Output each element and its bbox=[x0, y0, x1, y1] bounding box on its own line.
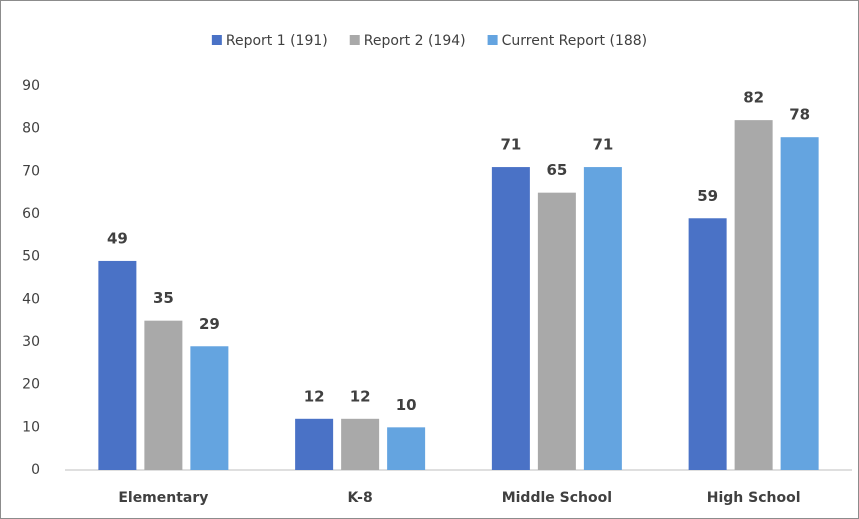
y-tick-label: 90 bbox=[22, 78, 40, 94]
bar bbox=[341, 418, 380, 470]
bar bbox=[98, 260, 137, 470]
legend-swatch bbox=[349, 35, 360, 45]
y-tick-label: 70 bbox=[22, 163, 40, 179]
y-tick-label: 10 bbox=[22, 419, 40, 435]
data-label: 78 bbox=[789, 106, 810, 124]
bar bbox=[583, 167, 622, 471]
legend-label: Current Report (188) bbox=[502, 33, 648, 49]
data-label: 65 bbox=[546, 161, 567, 179]
data-label: 82 bbox=[743, 89, 764, 107]
legend-swatch bbox=[487, 35, 498, 45]
data-label: 29 bbox=[199, 315, 220, 333]
data-label: 10 bbox=[396, 396, 417, 414]
x-tick-label: Middle School bbox=[502, 490, 612, 506]
y-tick-label: 40 bbox=[22, 291, 40, 307]
data-label: 59 bbox=[697, 187, 718, 205]
data-label: 12 bbox=[350, 387, 371, 405]
y-tick-label: 50 bbox=[22, 249, 40, 265]
y-tick-label: 60 bbox=[22, 206, 40, 222]
bar bbox=[295, 418, 334, 470]
legend-label: Report 2 (194) bbox=[364, 33, 466, 49]
y-tick-label: 80 bbox=[22, 121, 40, 137]
bar bbox=[387, 427, 426, 470]
data-label: 71 bbox=[592, 136, 613, 154]
legend-swatch bbox=[211, 35, 222, 45]
legend: Report 1 (191) Report 2 (194) Current Repo… bbox=[211, 33, 648, 49]
legend-label: Report 1 (191) bbox=[226, 33, 328, 49]
bar bbox=[734, 120, 773, 470]
data-label: 12 bbox=[304, 387, 325, 405]
x-tick-label: High School bbox=[707, 490, 801, 506]
x-tick-label: K-8 bbox=[348, 490, 373, 506]
x-tick-label: Elementary bbox=[118, 490, 208, 506]
y-tick-label: 0 bbox=[31, 462, 40, 478]
y-tick-label: 20 bbox=[22, 377, 40, 393]
bar bbox=[491, 167, 530, 471]
data-label: 71 bbox=[500, 136, 521, 154]
bar bbox=[688, 218, 727, 470]
data-label: 49 bbox=[107, 229, 128, 247]
y-tick-label: 30 bbox=[22, 334, 40, 350]
bar bbox=[190, 346, 229, 470]
data-label: 35 bbox=[153, 289, 174, 307]
bar bbox=[537, 192, 576, 470]
bar bbox=[144, 320, 183, 470]
bar bbox=[780, 137, 819, 470]
